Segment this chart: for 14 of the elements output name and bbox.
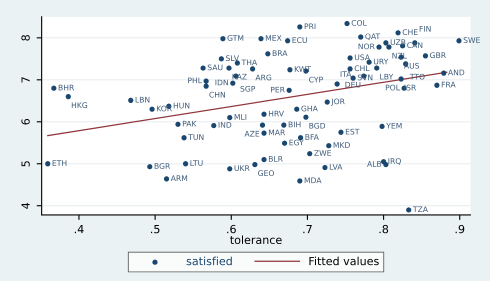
y-tick-label: 7 (22, 77, 30, 82)
x-tick-label: .5 (151, 225, 160, 234)
x-axis-title: tolerance (230, 235, 282, 244)
x-tick-label: .7 (303, 225, 312, 234)
y-tick-label: 5 (22, 161, 30, 166)
y-tick-label: 8 (21, 35, 30, 41)
x-tick-label: .6 (227, 224, 236, 234)
y-tick-label: 4 (22, 202, 30, 209)
x-tick-label: .9 (456, 224, 464, 234)
legend-label: Fitted values (309, 256, 379, 266)
x-tick-label: .8 (379, 224, 388, 234)
text: satisfied (186, 256, 232, 266)
x-tick-label: .4 (74, 225, 84, 234)
y-tick-label: 6 (21, 118, 30, 125)
